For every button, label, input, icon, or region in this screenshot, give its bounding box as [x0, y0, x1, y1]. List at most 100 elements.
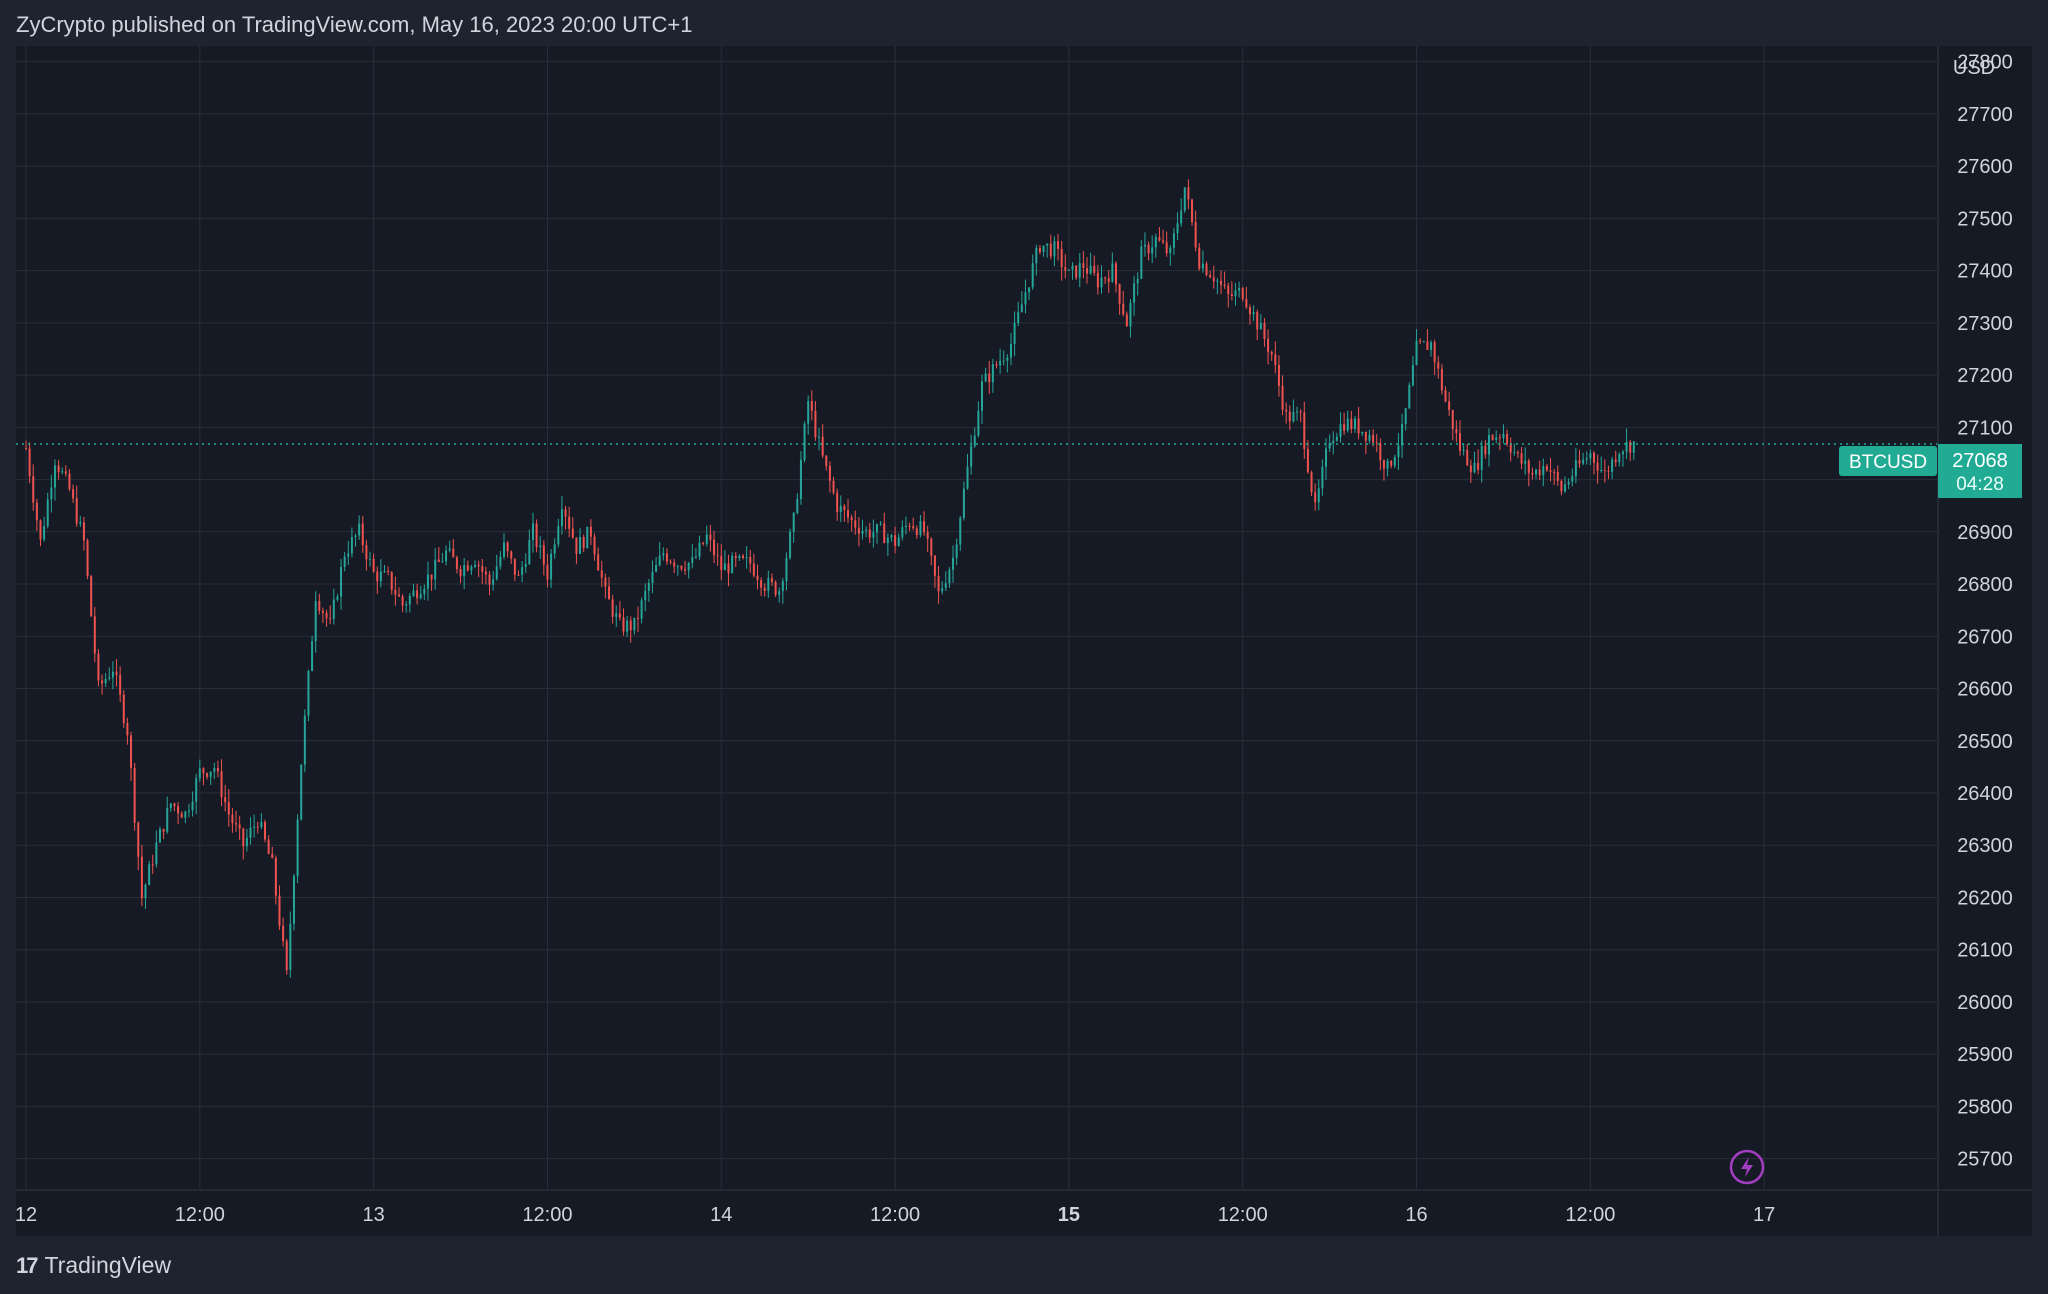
candle-body: [1205, 263, 1208, 275]
candle-body: [886, 537, 889, 544]
candle-body: [329, 618, 332, 620]
candle-body: [597, 554, 600, 571]
candle-body: [1437, 362, 1440, 369]
candle-body: [1082, 263, 1085, 269]
price-tick-label: 27400: [1957, 261, 2013, 283]
candle-body: [883, 523, 886, 544]
candle-body: [213, 767, 216, 772]
candle-body: [1397, 445, 1400, 458]
candle-body: [1075, 265, 1078, 278]
candle-body: [46, 499, 49, 527]
price-tick-label: 26600: [1957, 679, 2013, 701]
candle-body: [1466, 449, 1469, 466]
candle-body: [53, 465, 56, 488]
candle-body: [506, 542, 509, 552]
candle-body: [665, 553, 668, 562]
price-tick-label: 25700: [1957, 1149, 2013, 1171]
candle-body: [1455, 428, 1458, 434]
time-tick-label: 16: [1405, 1204, 1427, 1226]
candle-body: [944, 583, 947, 589]
candle-body: [528, 539, 531, 564]
candle-body: [1267, 338, 1270, 352]
candle-body: [361, 523, 364, 546]
candle-body: [923, 521, 926, 533]
candle-body: [763, 587, 766, 591]
candle-body: [513, 558, 516, 575]
candle-body: [644, 590, 647, 601]
candle-body: [868, 529, 871, 538]
candle-body: [977, 410, 980, 436]
candle-body: [1564, 484, 1567, 492]
candle-body: [64, 471, 67, 474]
candle-body: [582, 537, 585, 549]
candle-body: [749, 557, 752, 564]
candle-body: [1629, 441, 1632, 453]
plot-area[interactable]: [16, 46, 1938, 1190]
candle-body: [25, 448, 27, 450]
candle-body: [1176, 223, 1179, 234]
candle-body: [716, 555, 719, 557]
candle-body: [474, 564, 477, 567]
candle-body: [1263, 323, 1266, 339]
candle-body: [1201, 263, 1204, 269]
time-axis-area[interactable]: [16, 1190, 2032, 1236]
candle-body: [369, 558, 372, 560]
candle-body: [1216, 280, 1219, 282]
candle-body: [1459, 433, 1461, 451]
symbol-badge[interactable]: BTCUSD: [1839, 446, 1937, 476]
candle-body: [1524, 460, 1527, 464]
candle-body: [1009, 344, 1012, 358]
candle-body: [651, 571, 654, 583]
candle-body: [1281, 385, 1284, 410]
candle-body: [115, 671, 118, 675]
candle-body: [981, 381, 983, 411]
candle-body: [191, 801, 194, 811]
price-axis-area[interactable]: [1938, 46, 2032, 1190]
candle-body: [206, 773, 209, 777]
candle-body: [332, 599, 335, 619]
candle-body: [553, 544, 556, 554]
candle-body: [1078, 263, 1081, 278]
candle-body: [466, 565, 469, 571]
candle-body: [579, 537, 582, 554]
candle-body: [937, 575, 940, 592]
candle-body: [1335, 436, 1338, 441]
candle-body: [901, 527, 904, 538]
candle-body: [803, 423, 806, 460]
candle-body: [1191, 199, 1194, 223]
candle-body: [655, 565, 658, 572]
candle-body: [253, 826, 256, 828]
candle-body: [908, 525, 911, 527]
tradingview-footer[interactable]: 17 TradingView: [16, 1252, 171, 1279]
candle-body: [1310, 472, 1313, 493]
candle-body: [1506, 434, 1509, 444]
candle-body: [1332, 440, 1335, 444]
candle-body: [1618, 454, 1621, 463]
candle-body: [249, 827, 252, 838]
lightning-icon: [1741, 1157, 1753, 1177]
candle-body: [209, 771, 212, 777]
candle-body: [919, 521, 922, 535]
candle-body: [1165, 242, 1168, 254]
candle-body: [347, 553, 350, 557]
last-price-badge[interactable]: 27068 04:28: [1938, 444, 2022, 498]
candle-body: [640, 600, 643, 619]
lightning-button[interactable]: [1729, 1149, 1765, 1185]
candle-body: [1451, 409, 1454, 429]
candle-body: [1147, 244, 1150, 254]
candle-body: [1346, 418, 1349, 431]
candle-body: [926, 532, 929, 539]
candle-body: [238, 824, 241, 829]
candle-body: [647, 582, 650, 591]
candle-body: [745, 557, 748, 559]
candle-body: [629, 620, 632, 631]
candle-body: [999, 360, 1002, 366]
candle-body: [57, 465, 60, 473]
candle-body: [307, 670, 310, 716]
candle-body: [1133, 283, 1136, 303]
price-tick-label: 27100: [1957, 417, 2013, 439]
candle-body: [832, 480, 835, 493]
candle-body: [510, 551, 513, 559]
candle-body: [618, 613, 621, 618]
